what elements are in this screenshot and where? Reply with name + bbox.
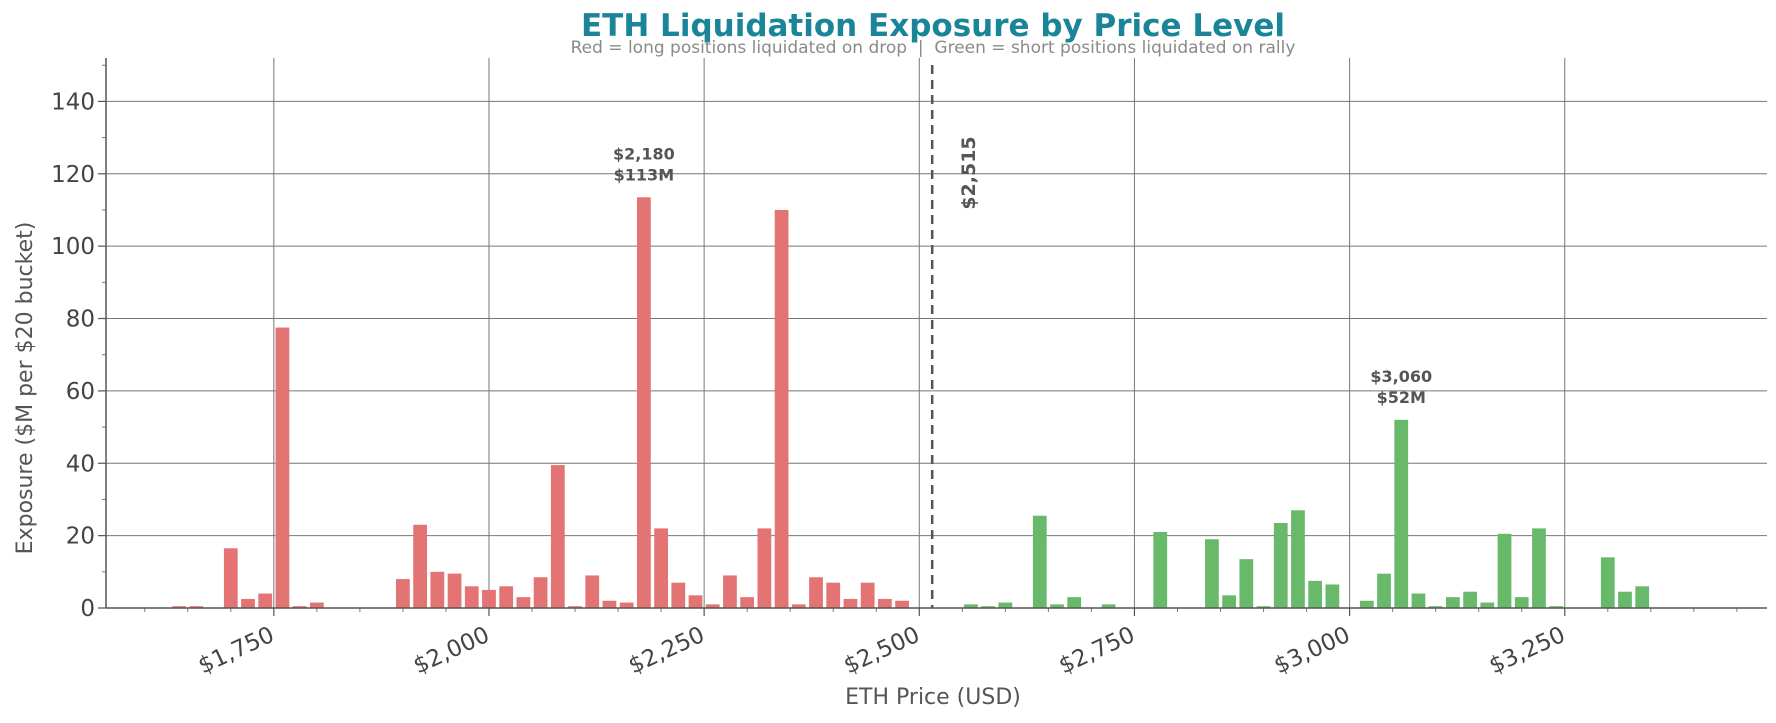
long-bar xyxy=(877,598,892,608)
short-bar xyxy=(1222,595,1236,608)
annotation-value: $52M xyxy=(1377,388,1426,407)
long-bar xyxy=(619,602,634,608)
long-bar xyxy=(396,579,410,608)
x-tick-label: $3,000 xyxy=(1270,622,1354,680)
long-bar xyxy=(275,327,290,608)
short-bar xyxy=(1067,597,1082,608)
long-bar xyxy=(568,606,582,608)
long-bar xyxy=(757,528,772,608)
annotation-price: $3,060 xyxy=(1370,367,1432,386)
long-bar xyxy=(482,589,496,608)
long-bar xyxy=(809,577,823,608)
chart-subtitle: Red = long positions liquidated on drop … xyxy=(571,38,1296,58)
short-bar xyxy=(1239,559,1254,608)
y-tick-label: 40 xyxy=(66,451,95,477)
short-bar xyxy=(1532,528,1546,608)
long-bar xyxy=(413,524,428,608)
short-bar xyxy=(998,602,1013,608)
long-bar xyxy=(671,582,686,608)
long-bar xyxy=(172,606,187,608)
short-bar xyxy=(1635,586,1650,608)
short-bar xyxy=(1291,510,1305,608)
short-bar xyxy=(981,606,996,608)
short-bar xyxy=(1618,591,1632,608)
x-tick-label: $2,500 xyxy=(840,622,924,680)
long-bar xyxy=(860,582,875,608)
short-bar xyxy=(1153,532,1168,608)
y-axis-label: Exposure ($M per $20 bucket) xyxy=(13,222,38,555)
y-tick-label: 20 xyxy=(66,524,95,550)
short-bar xyxy=(1394,419,1409,608)
long-bar xyxy=(637,197,651,608)
annotation-value: $113M xyxy=(614,165,674,184)
short-bar xyxy=(1600,557,1615,608)
long-bar xyxy=(774,209,789,608)
long-bar xyxy=(550,465,565,608)
short-bar xyxy=(1514,597,1529,608)
long-bar xyxy=(189,606,204,608)
short-bar xyxy=(1325,584,1340,608)
long-bar xyxy=(292,606,307,608)
long-bar xyxy=(516,597,531,608)
long-bar xyxy=(309,602,324,608)
current-price-label: $2,515 xyxy=(958,136,980,209)
y-tick-label: 120 xyxy=(51,162,95,188)
long-bar xyxy=(241,598,255,608)
long-bar xyxy=(602,600,617,608)
short-bar xyxy=(1549,606,1564,608)
x-tick-label: $1,750 xyxy=(194,622,278,680)
x-tick-label: $2,750 xyxy=(1055,622,1139,680)
y-tick-label: 100 xyxy=(51,234,95,260)
short-bar xyxy=(1273,522,1288,608)
long-bar xyxy=(223,548,238,608)
long-bar xyxy=(688,595,703,608)
short-bar xyxy=(1308,580,1323,608)
long-bar xyxy=(843,598,858,608)
long-bar xyxy=(740,597,755,608)
long-bar xyxy=(499,586,514,608)
short-bar xyxy=(1256,606,1271,608)
long-bar xyxy=(705,604,720,608)
short-bar xyxy=(1411,593,1426,608)
short-bar xyxy=(1205,539,1219,608)
long-bar xyxy=(723,575,737,608)
short-bar xyxy=(964,604,978,608)
current-price-marker: $2,515 xyxy=(930,65,980,608)
annotation-price: $2,180 xyxy=(613,144,675,163)
short-bar xyxy=(1032,515,1047,608)
long-bar xyxy=(464,586,479,608)
y-tick-label: 0 xyxy=(80,596,95,622)
long-bar xyxy=(585,575,600,608)
x-tick-label: $2,000 xyxy=(410,622,494,680)
x-tick-label: $2,250 xyxy=(625,622,709,680)
chart-title: ETH Liquidation Exposure by Price Level xyxy=(581,8,1285,44)
x-tick-label: $3,250 xyxy=(1485,622,1569,680)
annotations: $2,180 $113M $3,060 $52M xyxy=(613,144,1432,407)
long-bar xyxy=(430,571,445,608)
short-bar xyxy=(1101,604,1116,608)
y-tick-label: 140 xyxy=(51,89,95,115)
long-bar xyxy=(258,593,273,608)
long-bar xyxy=(447,573,462,608)
long-bar xyxy=(826,582,841,608)
short-bar xyxy=(1428,606,1443,608)
y-tick-label: 60 xyxy=(66,379,95,405)
short-bar xyxy=(1445,597,1460,608)
long-bar xyxy=(654,528,668,608)
long-bar xyxy=(791,604,806,608)
short-bar xyxy=(1359,600,1374,608)
short-bar xyxy=(1463,591,1477,608)
short-bar xyxy=(1497,533,1512,608)
long-bar xyxy=(895,600,909,608)
gridlines xyxy=(106,58,1767,608)
short-bar xyxy=(1377,573,1391,608)
y-tick-label: 80 xyxy=(66,307,95,333)
axes xyxy=(98,58,1767,616)
short-bar xyxy=(1050,604,1064,608)
long-bar xyxy=(533,577,548,608)
x-axis-label: ETH Price (USD) xyxy=(845,685,1021,710)
bars xyxy=(172,197,1650,608)
short-bar xyxy=(1480,602,1495,608)
